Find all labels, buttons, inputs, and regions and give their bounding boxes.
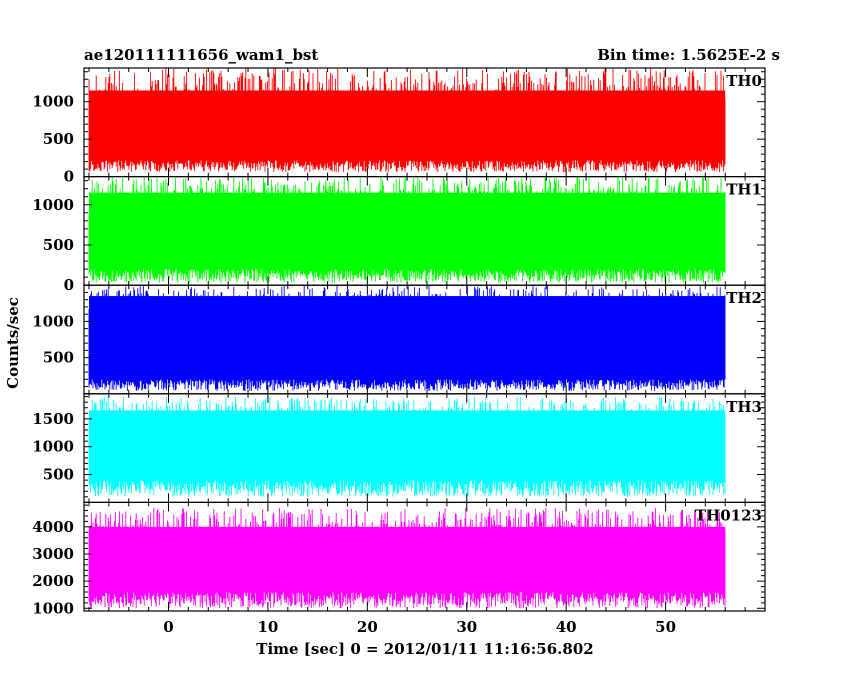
x-axis-label: Time [sec] 0 = 2012/01/11 11:16:56.802 <box>256 640 593 658</box>
panel-label-th0: TH0 <box>726 72 762 90</box>
panels-group: 05001000TH005001000TH15001000TH250010001… <box>32 67 766 617</box>
y-tick-label: 0 <box>64 276 74 294</box>
series-th1-line <box>88 176 726 283</box>
x-tick-label: 0 <box>163 618 173 636</box>
panel-th0123: 1000 2000 3000 4000 TH0123 <box>32 501 766 617</box>
panel-frame <box>83 501 766 612</box>
y-tick-label: 3000 <box>32 545 74 563</box>
x-tick-label: 30 <box>456 618 477 636</box>
y-tick-label: 1000 <box>32 438 74 456</box>
panel-label-th2: TH2 <box>726 289 762 307</box>
series-th2-line <box>88 285 726 391</box>
chart-title: ae120111111656_wam1_bst <box>84 46 318 64</box>
panel-label-th0123: TH0123 <box>695 506 762 524</box>
y-tick-label: 1000 <box>32 312 74 330</box>
y-tick-label: 500 <box>43 236 74 254</box>
y-tick-label: 500 <box>43 130 74 148</box>
y-tick-label: 1500 <box>32 410 74 428</box>
y-tick-label: 1000 <box>32 196 74 214</box>
panel-label-th3: TH3 <box>726 398 762 416</box>
x-tick-label: 20 <box>357 618 378 636</box>
y-tick-label: 4000 <box>32 518 74 536</box>
y-tick-label: 500 <box>43 349 74 367</box>
series-th0-line <box>88 68 726 173</box>
series-th3-line <box>88 396 726 497</box>
bin-time-label: Bin time: 1.5625E-2 s <box>597 46 780 64</box>
series-th0123-line <box>88 508 726 609</box>
x-tick-label: 10 <box>257 618 278 636</box>
y-tick-label: 2000 <box>32 572 74 590</box>
panel-label-th1: TH1 <box>726 181 762 199</box>
y-axis-label: Counts/sec <box>4 297 22 389</box>
x-axis: 0 10 20 30 40 50 <box>163 618 676 636</box>
panel-th0: 0 500 1000 TH0 <box>32 67 766 186</box>
panel-th3: 500 1000 1500 TH3 <box>32 393 766 503</box>
x-tick-label: 50 <box>655 618 676 636</box>
y-tick-label: 1000 <box>32 93 74 111</box>
x-tick-label: 40 <box>556 618 577 636</box>
panel-th1: 0 500 1000 TH1 <box>32 176 766 294</box>
panel-th2: 500 1000 TH2 <box>32 284 766 395</box>
y-tick-label: 500 <box>43 466 74 484</box>
y-tick-label: 1000 <box>32 599 74 617</box>
y-tick-label: 0 <box>64 168 74 186</box>
